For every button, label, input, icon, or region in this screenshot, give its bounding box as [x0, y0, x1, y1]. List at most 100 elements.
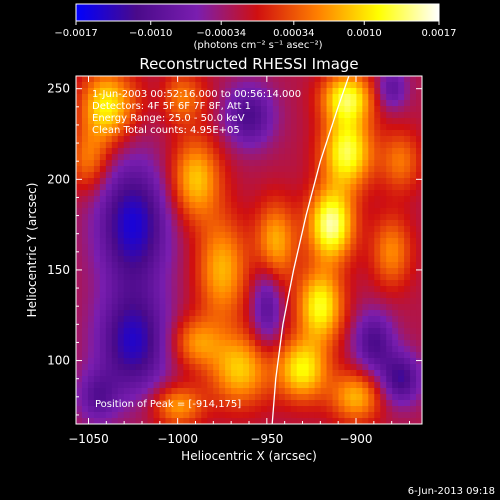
heatmap-cell [416, 328, 422, 335]
heatmap-cell [296, 154, 304, 161]
heatmap-cell [320, 76, 328, 83]
heatmap-cell [117, 250, 125, 257]
heatmap-cell [368, 322, 375, 329]
heatmap-cell [81, 232, 89, 239]
heatmap-cell [266, 274, 274, 281]
heatmap-cell [404, 94, 411, 101]
heatmap-cell [87, 244, 95, 251]
heatmap-cell [219, 172, 226, 179]
heatmap-cell [237, 280, 244, 287]
heatmap-cell [308, 118, 316, 125]
heatmap-cell [356, 310, 363, 317]
heatmap-cell [147, 190, 155, 197]
heatmap-cell [254, 76, 262, 83]
heatmap-cell [195, 352, 202, 359]
heatmap-cell [266, 232, 274, 239]
heatmap-cell [344, 292, 352, 299]
heatmap-cell [219, 88, 226, 95]
heatmap-cell [272, 400, 280, 407]
heatmap-cell [332, 388, 340, 395]
heatmap-cell [105, 88, 113, 95]
heatmap-cell [87, 106, 95, 113]
heatmap-cell [225, 310, 232, 317]
heatmap-cell [195, 274, 202, 281]
heatmap-cell [266, 250, 274, 257]
heatmap-cell [398, 250, 405, 257]
heatmap-cell [368, 130, 375, 137]
heatmap-cell [207, 166, 214, 173]
heatmap-cell [81, 130, 89, 137]
heatmap-cell [165, 292, 173, 299]
heatmap-cell [111, 166, 119, 173]
heatmap-cell [416, 400, 422, 407]
heatmap-cell [350, 280, 357, 287]
heatmap-cell [201, 292, 208, 299]
heatmap-cell [410, 280, 417, 287]
heatmap-cell [99, 160, 107, 167]
heatmap-cell [308, 166, 316, 173]
heatmap-cell [135, 364, 143, 371]
heatmap-cell [266, 328, 274, 335]
heatmap-cell [219, 352, 226, 359]
heatmap-cell [410, 286, 417, 293]
heatmap-cell [189, 262, 196, 269]
heatmap-cell [153, 262, 161, 269]
heatmap-cell [189, 418, 196, 424]
heatmap-cell [123, 352, 131, 359]
heatmap-cell [183, 118, 190, 125]
heatmap-cell [356, 322, 363, 329]
heatmap-cell [386, 340, 393, 347]
heatmap-cell [105, 196, 113, 203]
heatmap-cell [356, 124, 363, 131]
heatmap-cell [302, 76, 310, 83]
heatmap-cell [213, 286, 220, 293]
heatmap-cell [290, 184, 298, 191]
heatmap-cell [105, 382, 113, 389]
heatmap-cell [219, 304, 226, 311]
heatmap-cell [141, 394, 149, 401]
heatmap-cell [237, 172, 244, 179]
heatmap-cell [207, 274, 214, 281]
heatmap-cell [362, 382, 369, 389]
heatmap-cell [219, 124, 226, 131]
heatmap-cell [87, 82, 95, 89]
heatmap-cell [135, 202, 143, 209]
heatmap-cell [368, 226, 375, 233]
heatmap-cell [189, 370, 196, 377]
heatmap-cell [201, 226, 208, 233]
heatmap-cell [314, 214, 322, 221]
heatmap-cell [213, 94, 220, 101]
heatmap-cell [266, 154, 274, 161]
heatmap-cell [165, 394, 173, 401]
heatmap-cell [338, 184, 346, 191]
heatmap-cell [135, 322, 143, 329]
heatmap-cell [123, 256, 131, 263]
heatmap-cell [135, 178, 143, 185]
heatmap-cell [76, 256, 83, 263]
heatmap-cell [225, 382, 232, 389]
heatmap-cell [105, 286, 113, 293]
heatmap-cell [308, 328, 316, 335]
heatmap-cell [368, 196, 375, 203]
heatmap-cell [171, 256, 179, 263]
heatmap-cell [249, 322, 256, 329]
heatmap-cell [296, 208, 304, 215]
heatmap-cell [135, 214, 143, 221]
heatmap-cell [189, 412, 196, 419]
heatmap-cell [332, 106, 340, 113]
heatmap-cell [272, 76, 280, 83]
heatmap-cell [225, 196, 232, 203]
heatmap-cell [290, 112, 298, 119]
heatmap-cell [278, 346, 286, 353]
heatmap-cell [320, 358, 328, 365]
heatmap-cell [105, 106, 113, 113]
heatmap-cell [195, 286, 202, 293]
heatmap-cell [284, 262, 292, 269]
heatmap-cell [76, 364, 83, 371]
heatmap-cell [362, 106, 369, 113]
heatmap-cell [302, 292, 310, 299]
heatmap-cell [290, 244, 298, 251]
heatmap-cell [392, 376, 399, 383]
heatmap-cell [350, 370, 357, 377]
heatmap-cell [177, 94, 184, 101]
